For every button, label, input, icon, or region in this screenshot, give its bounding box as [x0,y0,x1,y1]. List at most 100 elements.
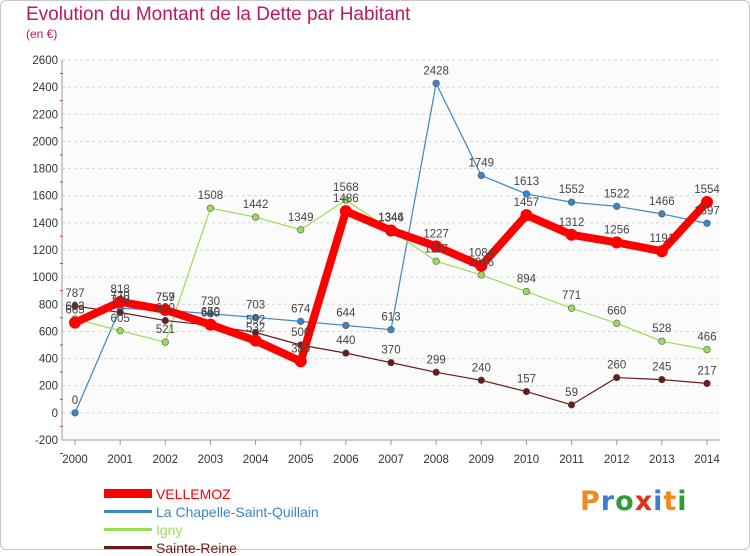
data-point [297,226,305,234]
data-point [71,409,79,417]
data-point [567,198,576,206]
data-label: 818 [111,284,130,296]
logo-letter: P [580,486,601,517]
data-label: 1552 [559,184,585,196]
x-tick-label: 2001 [107,454,133,466]
data-label: 645 [201,307,220,319]
legend-swatch [104,528,152,531]
data-point [251,213,260,221]
data-point [206,204,215,212]
data-point [703,379,711,388]
data-point [655,245,668,258]
data-label: 894 [517,274,537,286]
data-point [475,259,488,272]
data-label: 2428 [423,65,449,77]
legend-label: La Chapelle-Saint-Quillain [156,504,319,520]
data-point [567,401,576,409]
data-label: 370 [381,345,400,357]
data-label: 613 [381,312,400,324]
logo-letter: x [634,486,654,517]
data-label: 1191 [649,233,674,245]
data-label: 528 [652,323,671,335]
data-label: 299 [427,354,446,366]
data-point [522,190,531,198]
y-tick-label: 1400 [32,218,58,230]
data-point [387,326,395,334]
data-point [342,321,350,330]
legend-label: Sainte-Reine [156,540,237,556]
data-label: 1016 [468,257,494,269]
data-label: 730 [201,296,220,308]
data-point [116,327,124,335]
x-tick-label: 2005 [288,454,314,466]
data-point [477,271,485,279]
data-label: 240 [472,362,491,374]
logo-letter: i [677,486,688,517]
legend-label: VELLEMOZ [156,486,231,502]
data-point [387,359,395,367]
data-point [116,308,124,317]
data-point [385,224,397,237]
data-label: 1442 [243,199,269,211]
y-tick-label: 2000 [32,136,58,148]
data-point [432,368,440,376]
data-label: 1084 [468,248,494,260]
y-tick-label: 2200 [32,109,58,121]
y-tick-label: 1800 [32,164,58,176]
y-tick-label: 0 [52,408,58,420]
data-label: 217 [697,365,716,377]
y-tick-label: 400 [39,354,58,366]
data-label: 1227 [423,228,449,240]
legend-swatch [104,510,152,513]
y-tick-label: 1000 [32,272,58,284]
data-label: 665 [65,305,84,317]
x-tick-label: 2014 [694,454,720,466]
data-label: 740 [111,294,130,306]
data-point [477,376,485,384]
data-label: 1457 [514,197,540,209]
data-point [249,334,262,347]
data-label: 521 [156,324,175,336]
data-label: 674 [291,303,311,315]
x-tick-label: 2004 [243,454,269,466]
y-tick-label: 2600 [32,55,58,67]
data-point [432,79,440,87]
data-label: 592 [246,315,265,327]
y-tick-label: 800 [39,299,58,311]
y-tick-label: 600 [39,326,58,338]
data-point [297,317,305,325]
data-point [522,387,531,396]
data-point [114,295,127,308]
data-label: 1346 [378,212,404,224]
data-label: 770 [111,290,130,302]
data-label: 157 [517,374,536,386]
legend-swatch [104,546,152,549]
data-label: 693 [65,301,84,313]
logo-letter: r [600,486,616,517]
data-label: 650 [201,307,220,319]
data-label: 703 [246,299,265,311]
x-tick-label: 2007 [378,454,404,466]
data-label: 440 [336,335,355,347]
data-point [658,337,666,345]
data-label: 1349 [288,212,314,224]
proxiti-logo: Proxiti [580,486,688,517]
data-label: 1486 [333,193,359,205]
data-label: 1749 [468,157,494,169]
data-label: 771 [562,290,581,302]
x-tick-label: 2002 [152,454,178,466]
data-point [658,376,666,384]
y-tick-label: -200 [35,435,58,447]
x-tick-label: 2003 [198,454,224,466]
x-tick-label: 2012 [604,454,630,466]
data-point [159,303,172,316]
x-tick-label: 2009 [468,454,494,466]
data-label: 59 [565,387,578,399]
data-label: 680 [156,303,175,315]
data-point [71,302,79,310]
data-point [565,228,578,241]
data-label: 1554 [694,184,720,196]
data-point [69,316,81,329]
data-point [204,318,217,331]
